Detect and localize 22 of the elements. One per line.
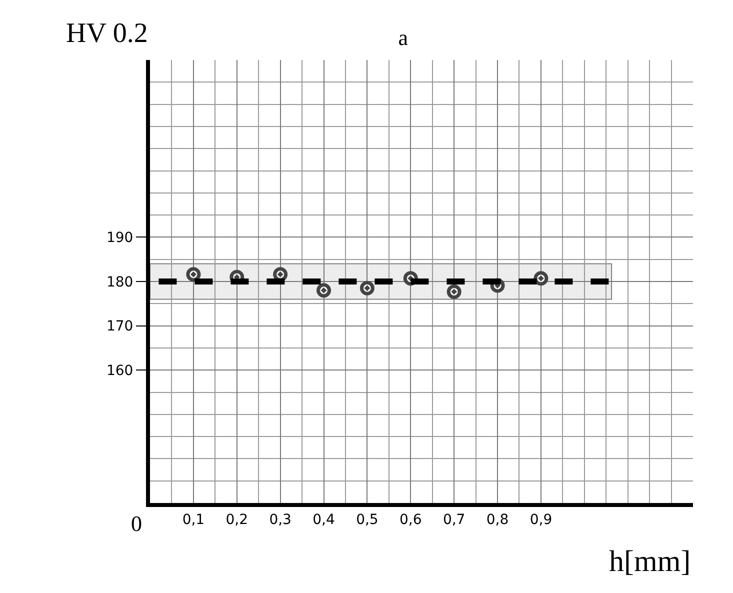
x-tick-label: 0,2 <box>226 512 248 528</box>
x-tick-label: 0,8 <box>486 512 509 528</box>
x-tick-label: 0,7 <box>442 512 466 528</box>
x-tick-label: 0,9 <box>530 512 552 528</box>
y-tick-label: 180 <box>106 274 134 290</box>
point <box>316 283 332 298</box>
point <box>534 271 548 286</box>
y-axis-title: HV 0.2 <box>66 18 148 49</box>
x-tick-label: 0,5 <box>356 512 378 528</box>
x-tick-label: 0,3 <box>269 512 292 528</box>
point <box>186 267 201 282</box>
y-tick-label: 160 <box>106 363 134 379</box>
point <box>360 280 374 296</box>
x-tick-label: 0,1 <box>182 512 205 528</box>
x-axis-title: h[mm] <box>609 545 691 578</box>
x-tick-label: 0,4 <box>312 512 335 528</box>
point <box>446 284 462 299</box>
y-tick-label: 190 <box>106 230 134 246</box>
y-tick-label: 170 <box>106 318 134 335</box>
x-tick-label: 0,6 <box>400 512 422 528</box>
text: 0 <box>131 511 142 536</box>
chart-title: a <box>398 25 408 50</box>
